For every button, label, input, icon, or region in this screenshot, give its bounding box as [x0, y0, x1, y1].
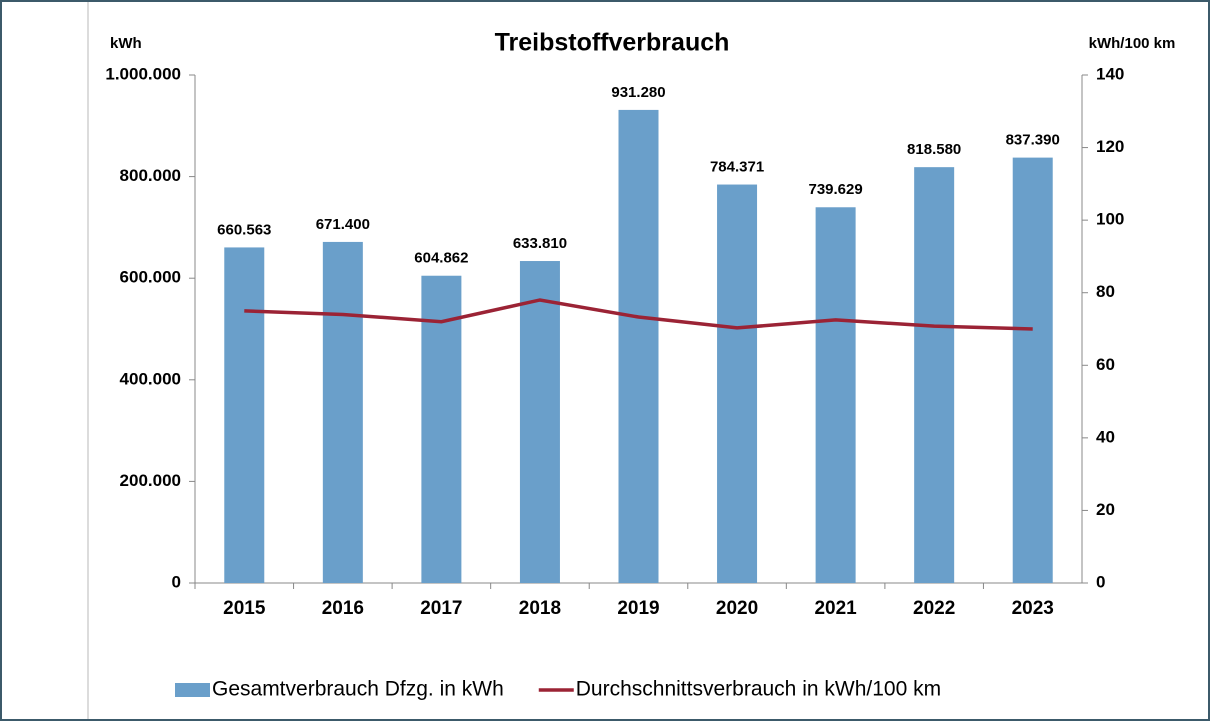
y2-tick-label: 0	[1096, 572, 1105, 591]
bar	[914, 167, 955, 583]
bar	[519, 261, 560, 583]
value-label: 931.280	[611, 84, 665, 101]
x-tick-label: 2017	[420, 598, 462, 619]
bar	[618, 109, 659, 583]
bar	[717, 184, 758, 583]
y2-tick-label: 80	[1096, 282, 1115, 301]
x-tick-label: 2018	[519, 598, 561, 619]
y-tick-label: 600.000	[120, 268, 181, 287]
bar	[224, 247, 265, 583]
y-tick-label: 0	[172, 572, 181, 591]
value-label: 660.563	[217, 221, 271, 238]
bar	[322, 241, 363, 583]
x-tick-label: 2015	[223, 598, 266, 619]
x-tick-label: 2016	[322, 598, 364, 619]
x-tick-label: 2022	[913, 598, 955, 619]
x-tick-label: 2019	[617, 598, 659, 619]
value-label: 604.862	[414, 250, 468, 267]
legend-label: Gesamtverbrauch Dfzg. in kWh	[212, 678, 504, 701]
x-tick-label: 2020	[716, 598, 758, 619]
y2-tick-label: 60	[1096, 355, 1115, 374]
legend-label: Durchschnittsverbrauch in kWh/100 km	[576, 678, 941, 701]
legend-swatch	[175, 683, 210, 697]
chart-title: Treibstoffverbrauch	[495, 29, 730, 57]
value-label: 837.390	[1006, 132, 1060, 149]
value-label: 633.810	[513, 235, 567, 252]
bar	[421, 275, 462, 583]
bar	[1012, 157, 1053, 583]
y-tick-label: 400.000	[120, 369, 181, 388]
y-tick-label: 800.000	[120, 166, 181, 185]
y2-tick-label: 100	[1096, 210, 1124, 229]
y-tick-label: 200.000	[120, 471, 181, 490]
y-tick-label: 1.000.000	[105, 64, 181, 83]
bar	[815, 207, 856, 583]
y2-tick-label: 120	[1096, 137, 1124, 156]
line	[244, 298, 1033, 331]
y2-tick-label: 140	[1096, 64, 1124, 83]
y2-tick-label: 20	[1096, 500, 1115, 519]
value-label: 818.580	[907, 141, 961, 158]
value-label: 671.400	[316, 216, 370, 233]
y2-tick-label: 40	[1096, 427, 1115, 446]
x-tick-label: 2023	[1012, 598, 1054, 619]
y-axis-label: kWh	[110, 35, 142, 52]
y2-axis-label: kWh/100 km	[1089, 35, 1176, 52]
value-label: 784.371	[710, 159, 764, 176]
x-tick-label: 2021	[814, 598, 857, 619]
value-label: 739.629	[808, 181, 862, 198]
